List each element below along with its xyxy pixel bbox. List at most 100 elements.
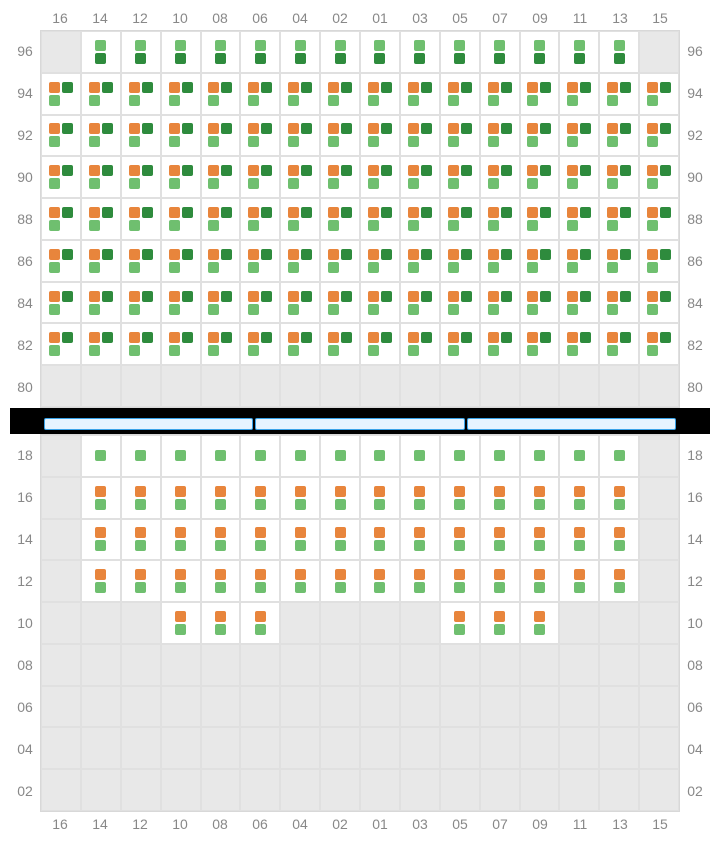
rack-slot[interactable] <box>240 477 280 519</box>
rack-slot[interactable] <box>400 31 440 73</box>
rack-slot[interactable] <box>240 240 280 282</box>
rack-slot[interactable] <box>520 198 560 240</box>
rack-slot[interactable] <box>81 115 121 157</box>
rack-slot[interactable] <box>599 477 639 519</box>
rack-slot[interactable] <box>480 73 520 115</box>
rack-slot[interactable] <box>440 156 480 198</box>
rack-slot[interactable] <box>520 435 560 477</box>
rack-slot[interactable] <box>280 31 320 73</box>
rack-slot[interactable] <box>240 323 280 365</box>
rack-slot[interactable] <box>480 519 520 561</box>
rack-slot[interactable] <box>161 560 201 602</box>
rack-slot[interactable] <box>639 198 679 240</box>
rack-slot[interactable] <box>520 519 560 561</box>
rack-slot[interactable] <box>440 519 480 561</box>
rack-slot[interactable] <box>240 156 280 198</box>
rack-slot[interactable] <box>161 156 201 198</box>
rack-slot[interactable] <box>121 156 161 198</box>
rack-slot[interactable] <box>639 240 679 282</box>
rack-slot[interactable] <box>280 240 320 282</box>
rack-slot[interactable] <box>440 73 480 115</box>
rack-slot[interactable] <box>360 31 400 73</box>
rack-slot[interactable] <box>360 477 400 519</box>
rack-slot[interactable] <box>480 156 520 198</box>
rack-slot[interactable] <box>440 115 480 157</box>
rack-slot[interactable] <box>240 115 280 157</box>
rack-slot[interactable] <box>201 435 241 477</box>
rack-slot[interactable] <box>599 323 639 365</box>
rack-slot[interactable] <box>41 73 81 115</box>
rack-slot[interactable] <box>400 156 440 198</box>
rack-slot[interactable] <box>599 519 639 561</box>
rack-slot[interactable] <box>201 240 241 282</box>
rack-slot[interactable] <box>280 519 320 561</box>
rack-slot[interactable] <box>599 435 639 477</box>
rack-slot[interactable] <box>599 198 639 240</box>
rack-slot[interactable] <box>559 560 599 602</box>
rack-slot[interactable] <box>81 477 121 519</box>
rack-slot[interactable] <box>320 560 360 602</box>
rack-slot[interactable] <box>240 435 280 477</box>
rack-slot[interactable] <box>201 73 241 115</box>
rack-slot[interactable] <box>440 198 480 240</box>
rack-slot[interactable] <box>480 115 520 157</box>
rack-slot[interactable] <box>240 198 280 240</box>
rack-slot[interactable] <box>360 282 400 324</box>
rack-slot[interactable] <box>360 156 400 198</box>
rack-slot[interactable] <box>320 477 360 519</box>
rack-slot[interactable] <box>41 156 81 198</box>
rack-slot[interactable] <box>240 560 280 602</box>
rack-slot[interactable] <box>121 477 161 519</box>
rack-slot[interactable] <box>520 282 560 324</box>
rack-slot[interactable] <box>240 73 280 115</box>
rack-slot[interactable] <box>520 323 560 365</box>
rack-slot[interactable] <box>41 323 81 365</box>
rack-slot[interactable] <box>480 240 520 282</box>
rack-slot[interactable] <box>599 560 639 602</box>
rack-slot[interactable] <box>400 240 440 282</box>
rack-slot[interactable] <box>121 323 161 365</box>
rack-slot[interactable] <box>639 156 679 198</box>
rack-slot[interactable] <box>121 435 161 477</box>
rack-slot[interactable] <box>121 73 161 115</box>
rack-slot[interactable] <box>559 282 599 324</box>
rack-slot[interactable] <box>201 31 241 73</box>
rack-slot[interactable] <box>440 602 480 644</box>
rack-slot[interactable] <box>121 198 161 240</box>
rack-slot[interactable] <box>480 560 520 602</box>
rack-slot[interactable] <box>280 156 320 198</box>
rack-slot[interactable] <box>240 31 280 73</box>
rack-slot[interactable] <box>400 73 440 115</box>
band-segment[interactable] <box>467 418 676 430</box>
rack-slot[interactable] <box>400 282 440 324</box>
rack-slot[interactable] <box>559 240 599 282</box>
rack-slot[interactable] <box>599 282 639 324</box>
rack-slot[interactable] <box>559 73 599 115</box>
rack-slot[interactable] <box>440 282 480 324</box>
rack-slot[interactable] <box>161 198 201 240</box>
rack-slot[interactable] <box>400 477 440 519</box>
rack-slot[interactable] <box>41 198 81 240</box>
rack-slot[interactable] <box>161 31 201 73</box>
rack-slot[interactable] <box>320 519 360 561</box>
rack-slot[interactable] <box>400 115 440 157</box>
rack-slot[interactable] <box>400 519 440 561</box>
rack-slot[interactable] <box>520 115 560 157</box>
rack-slot[interactable] <box>280 560 320 602</box>
rack-slot[interactable] <box>201 115 241 157</box>
rack-slot[interactable] <box>400 560 440 602</box>
rack-slot[interactable] <box>559 477 599 519</box>
rack-slot[interactable] <box>360 73 400 115</box>
rack-slot[interactable] <box>520 240 560 282</box>
rack-slot[interactable] <box>81 560 121 602</box>
rack-slot[interactable] <box>201 156 241 198</box>
rack-slot[interactable] <box>41 282 81 324</box>
rack-slot[interactable] <box>161 519 201 561</box>
rack-slot[interactable] <box>320 323 360 365</box>
rack-slot[interactable] <box>520 602 560 644</box>
band-segment[interactable] <box>255 418 464 430</box>
rack-slot[interactable] <box>320 198 360 240</box>
rack-slot[interactable] <box>81 519 121 561</box>
rack-slot[interactable] <box>559 519 599 561</box>
rack-slot[interactable] <box>360 198 400 240</box>
